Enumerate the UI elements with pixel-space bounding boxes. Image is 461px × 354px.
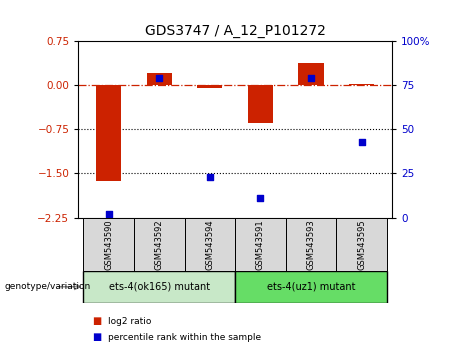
Bar — [286, 218, 336, 271]
Point — [257, 195, 264, 201]
Bar — [83, 271, 235, 303]
Text: ets-4(ok165) mutant: ets-4(ok165) mutant — [109, 282, 210, 292]
Point — [358, 139, 365, 144]
Bar — [248, 85, 273, 123]
Bar — [197, 85, 223, 88]
Text: GSM543594: GSM543594 — [205, 219, 214, 270]
Point — [206, 174, 213, 180]
Text: GSM543593: GSM543593 — [307, 219, 315, 270]
Text: GSM543595: GSM543595 — [357, 219, 366, 270]
Text: GSM543592: GSM543592 — [155, 219, 164, 270]
Bar — [336, 218, 387, 271]
Text: ■: ■ — [92, 332, 101, 342]
Bar — [96, 85, 121, 181]
Bar — [235, 271, 387, 303]
Bar — [134, 218, 184, 271]
Point — [307, 75, 315, 81]
Text: ets-4(uz1) mutant: ets-4(uz1) mutant — [267, 282, 355, 292]
Text: log2 ratio: log2 ratio — [108, 316, 152, 326]
Text: GSM543591: GSM543591 — [256, 219, 265, 270]
Bar — [147, 73, 172, 85]
Bar — [184, 218, 235, 271]
Text: percentile rank within the sample: percentile rank within the sample — [108, 332, 261, 342]
Text: genotype/variation: genotype/variation — [5, 282, 91, 291]
Bar — [235, 218, 286, 271]
Text: ■: ■ — [92, 316, 101, 326]
Bar — [83, 218, 134, 271]
Point — [155, 75, 163, 81]
Bar — [349, 84, 374, 85]
Point — [105, 211, 112, 217]
Bar — [298, 63, 324, 85]
Text: GSM543590: GSM543590 — [104, 219, 113, 270]
Title: GDS3747 / A_12_P101272: GDS3747 / A_12_P101272 — [145, 24, 325, 38]
